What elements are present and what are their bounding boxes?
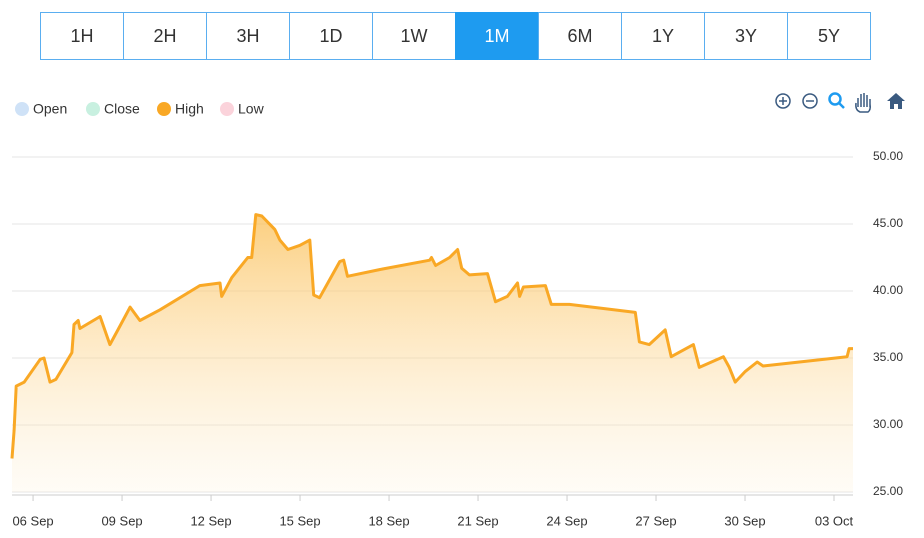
y-tick-label: 40.00 <box>873 283 903 297</box>
range-buttons: 1H 2H 3H 1D 1W 1M 6M 1Y 3Y 5Y <box>40 12 871 60</box>
range-button[interactable]: 3H <box>206 12 290 60</box>
x-tick-label: 30 Sep <box>724 513 765 528</box>
line <box>10 213 853 459</box>
range-button[interactable]: 2H <box>123 12 207 60</box>
x-tick-label: 18 Sep <box>368 513 409 528</box>
range-button[interactable]: 1Y <box>621 12 705 60</box>
range-button[interactable]: 5Y <box>787 12 871 60</box>
range-button[interactable]: 1H <box>40 12 124 60</box>
area <box>12 214 853 492</box>
y-tick-label: 25.00 <box>873 484 903 498</box>
x-tick-label: 12 Sep <box>190 513 231 528</box>
y-tick-label: 35.00 <box>873 350 903 364</box>
toolbar <box>775 92 905 113</box>
y-tick-label: 30.00 <box>873 417 903 431</box>
legend-swatch <box>15 102 29 116</box>
legend-label: High <box>175 101 204 117</box>
legend-label: Open <box>33 101 67 117</box>
x-tick-label: 24 Sep <box>546 513 587 528</box>
y-tick-label: 50.00 <box>873 149 903 163</box>
legend-swatch <box>86 102 100 116</box>
reset[interactable] <box>887 93 905 109</box>
pan[interactable] <box>855 93 871 113</box>
x-tick-label: 03 Oct <box>815 513 854 528</box>
legend-item[interactable]: Low <box>220 101 265 117</box>
legend-item[interactable]: Open <box>15 101 67 117</box>
x-tick-label: 15 Sep <box>279 513 320 528</box>
legend-label: Close <box>104 101 140 117</box>
zoom-select[interactable] <box>828 92 845 109</box>
y-tick-label: 45.00 <box>873 216 903 230</box>
x-tick-label: 09 Sep <box>101 513 142 528</box>
legend-label: Low <box>238 101 265 117</box>
x-tick-label: 21 Sep <box>457 513 498 528</box>
zoom-in[interactable] <box>775 93 791 109</box>
range-button[interactable]: 1D <box>289 12 373 60</box>
range-button[interactable]: 1W <box>372 12 456 60</box>
legend: Open Close High Low <box>15 101 265 117</box>
range-button[interactable]: 6M <box>538 12 622 60</box>
legend-item[interactable]: High <box>157 101 204 117</box>
legend-item[interactable]: Close <box>86 101 140 117</box>
x-tick-label: 27 Sep <box>635 513 676 528</box>
range-button[interactable]: 3Y <box>704 12 788 60</box>
zoom-out[interactable] <box>802 93 818 109</box>
legend-swatch <box>157 102 171 116</box>
legend-swatch <box>220 102 234 116</box>
x-tick-label: 06 Sep <box>12 513 53 528</box>
